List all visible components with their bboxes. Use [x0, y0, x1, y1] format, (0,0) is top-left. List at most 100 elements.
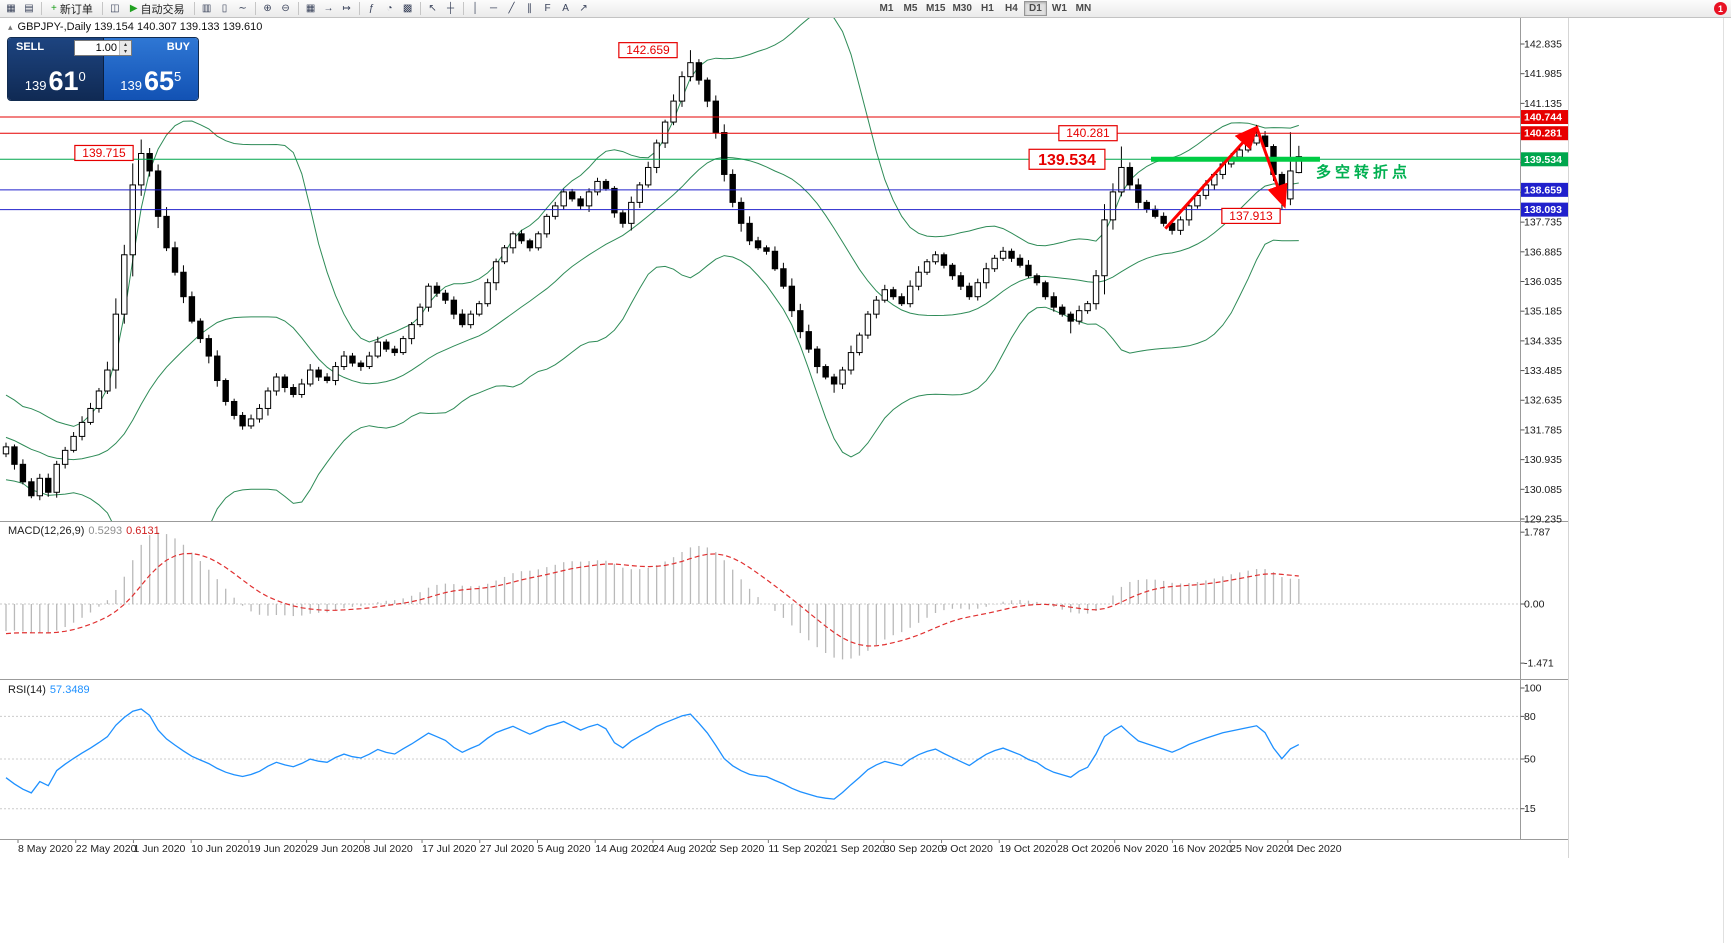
macd-label: MACD(12,26,9) [8, 525, 85, 537]
line-chart-icon: ∼ [238, 2, 247, 14]
svg-text:2 Sep 2020: 2 Sep 2020 [711, 843, 765, 855]
svg-text:15: 15 [1524, 803, 1536, 815]
trendline-icon: ╱ [508, 2, 515, 14]
timeframe-mn-button[interactable]: MN [1072, 1, 1095, 16]
volume-up-button[interactable]: ▴ [120, 41, 131, 48]
arrows-button[interactable]: ↗ [575, 1, 593, 17]
price-callout-139.534[interactable]: 139.534 [1028, 148, 1106, 170]
new-order-button-label: 新订单 [59, 3, 93, 16]
svg-text:130.935: 130.935 [1524, 454, 1562, 466]
svg-text:5 Aug 2020: 5 Aug 2020 [537, 843, 590, 855]
autotrading-button[interactable]: ▶ 自动交易 [124, 1, 191, 17]
new-order-button[interactable]: + 新订单 [45, 1, 99, 17]
svg-text:134.335: 134.335 [1524, 335, 1562, 347]
chart-window-button[interactable]: ◫ [106, 1, 124, 17]
text-icon: A [562, 2, 569, 14]
svg-text:135.185: 135.185 [1524, 306, 1562, 318]
zoom-out-button[interactable]: ⊖ [277, 1, 295, 17]
crosshair-button[interactable]: ┼ [442, 1, 460, 17]
one-click-collapse-icon[interactable]: ▴ [8, 22, 13, 32]
channel-button[interactable]: ∥ [521, 1, 539, 17]
axis-price-tag-138.093: 138.093 [1521, 202, 1568, 217]
toolbar-separator [419, 2, 421, 15]
bull-bear-turning-point-annotation[interactable]: 多空转折点 [1316, 164, 1412, 181]
channel-icon: ∥ [527, 2, 533, 14]
vline-icon: │ [472, 2, 479, 14]
svg-text:130.085: 130.085 [1524, 484, 1562, 496]
svg-text:50: 50 [1524, 754, 1536, 766]
svg-text:138.093: 138.093 [1524, 204, 1562, 216]
auto-scroll-button[interactable]: → [320, 1, 338, 17]
main-toolbar: ▦ ▤ + 新订单 ◫ ▶ 自动交易 ▥ ▯ ∼ ⊕ ⊖ ▦ → ↦ ƒ ◔ ▩ ↖ ┼ │ ─ ╱ ∥ F A ↗ M1 M5 M15… [0, 0, 1731, 18]
new-chart-icon: ▦ [6, 2, 16, 14]
svg-text:4 Dec 2020: 4 Dec 2020 [1288, 843, 1342, 855]
cursor-button[interactable]: ↖ [424, 1, 442, 17]
profiles-icon: ▤ [24, 2, 34, 14]
trend-arrow-up[interactable] [1164, 125, 1259, 230]
volume-down-button[interactable]: ▾ [120, 48, 131, 55]
timeframe-w1-button[interactable]: W1 [1048, 1, 1071, 16]
svg-text:14 Aug 2020: 14 Aug 2020 [595, 843, 654, 855]
price-callout-140.281[interactable]: 140.281 [1058, 125, 1118, 142]
vline-button[interactable]: │ [467, 1, 485, 17]
svg-text:17 Jul 2020: 17 Jul 2020 [422, 843, 476, 855]
bar-chart-button[interactable]: ▥ [198, 1, 216, 17]
svg-text:140.744: 140.744 [1524, 112, 1562, 124]
svg-text:137.913: 137.913 [1229, 209, 1273, 223]
trendline-button[interactable]: ╱ [503, 1, 521, 17]
timeframe-m5-button[interactable]: M5 [899, 1, 922, 16]
main-chart-area[interactable] [0, 13, 1520, 609]
axis-price-tag-140.744: 140.744 [1521, 110, 1568, 125]
toolbar-separator [462, 2, 464, 15]
bar-chart-icon: ▥ [201, 2, 212, 14]
svg-text:139.715: 139.715 [82, 146, 126, 160]
rsi-value: 57.3489 [49, 684, 90, 696]
templates-button[interactable]: ▩ [399, 1, 417, 17]
timeframe-m15-button[interactable]: M15 [923, 1, 948, 16]
timeframe-h1-button[interactable]: H1 [976, 1, 999, 16]
sell-price: 139610 [8, 68, 103, 95]
bollinger-lower-band [5, 239, 1299, 521]
timeframe-m30-button[interactable]: M30 [949, 1, 974, 16]
svg-text:142.835: 142.835 [1524, 39, 1562, 51]
svg-text:-1.471: -1.471 [1524, 658, 1554, 670]
svg-text:21 Sep 2020: 21 Sep 2020 [826, 843, 886, 855]
volume-input[interactable] [75, 41, 119, 55]
auto-scroll-icon: → [323, 2, 334, 14]
timeframe-m1-button[interactable]: M1 [875, 1, 898, 16]
periods-button[interactable]: ◔ [381, 1, 399, 17]
templates-icon: ▩ [402, 2, 413, 14]
svg-text:22 May 2020: 22 May 2020 [76, 843, 137, 855]
tile-windows-button[interactable]: ▦ [302, 1, 320, 17]
indicators-button[interactable]: ƒ [363, 1, 381, 17]
notification-badge[interactable]: 1 [1714, 2, 1727, 15]
rsi-header: RSI(14) 57.3489 [8, 684, 90, 696]
new-chart-button[interactable]: ▦ [2, 1, 20, 17]
fibonacci-button[interactable]: F [539, 1, 557, 17]
price-callout-137.913[interactable]: 137.913 [1221, 207, 1281, 225]
toolbar-button-group: ▦ ▤ + 新订单 ◫ ▶ 自动交易 ▥ ▯ ∼ ⊕ ⊖ ▦ → ↦ ƒ ◔ ▩ ↖ ┼ │ ─ ╱ ∥ F A ↗ [2, 0, 593, 17]
timeframe-h4-button[interactable]: H4 [1000, 1, 1023, 16]
timeframe-d1-button[interactable]: D1 [1023, 1, 1047, 16]
hline-icon: ─ [490, 2, 498, 14]
timeframe-toolbar: M1 M5 M15 M30 H1 H4 D1 W1 MN [875, 1, 1095, 16]
candlestick-chart-button[interactable]: ▯ [216, 1, 234, 17]
trend-arrow-down[interactable] [1255, 126, 1288, 209]
svg-text:129.235: 129.235 [1524, 513, 1562, 525]
line-chart-button[interactable]: ∼ [234, 1, 252, 17]
tile-windows-icon: ▦ [305, 2, 316, 14]
toolbar-separator [101, 2, 103, 15]
price-callout-142.659[interactable]: 142.659 [618, 42, 678, 59]
toolbar-separator [358, 2, 360, 15]
price-callout-139.715[interactable]: 139.715 [74, 144, 134, 162]
chart-shift-button[interactable]: ↦ [338, 1, 356, 17]
autotrading-button-label: 自动交易 [140, 3, 185, 16]
profiles-button[interactable]: ▤ [20, 1, 38, 17]
zoom-in-button[interactable]: ⊕ [259, 1, 277, 17]
sell-label: SELL [16, 41, 45, 53]
svg-text:11 Sep 2020: 11 Sep 2020 [768, 843, 827, 855]
text-button[interactable]: A [557, 1, 575, 17]
svg-text:100: 100 [1524, 683, 1542, 695]
hline-button[interactable]: ─ [485, 1, 503, 17]
